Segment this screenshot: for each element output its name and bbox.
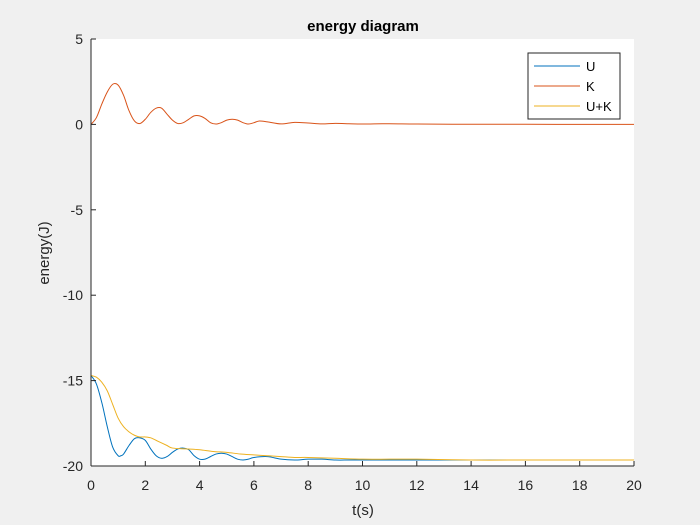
- x-tick-label: 0: [87, 477, 95, 493]
- x-tick-label: 6: [250, 477, 258, 493]
- x-tick-label: 12: [409, 477, 425, 493]
- x-axis-label: t(s): [352, 502, 374, 519]
- chart-title: energy diagram: [307, 18, 419, 35]
- legend-label-2: U+K: [586, 99, 612, 114]
- y-tick-label: -20: [63, 458, 83, 474]
- legend-label-0: U: [586, 59, 595, 74]
- x-tick-label: 16: [518, 477, 534, 493]
- series-line-0: [90, 375, 634, 461]
- legend-label-1: K: [586, 79, 595, 94]
- x-tick-label: 8: [304, 477, 312, 493]
- y-tick-label: -10: [63, 287, 83, 303]
- y-tick-label: 0: [75, 116, 83, 132]
- y-tick-label: -5: [71, 202, 84, 218]
- series-layer: [90, 83, 635, 461]
- y-tick-label: -15: [63, 373, 83, 389]
- legend: UK U+K: [527, 52, 621, 120]
- y-axis-label: energy(J): [36, 221, 53, 284]
- series-line-1: [90, 83, 635, 125]
- axes-layer: 0 2 4 6 8 10 12 14 16 18 20 -20 -15 -10 -5 0 5: [63, 31, 642, 493]
- x-tick-label: 20: [626, 477, 642, 493]
- x-tick-label: 10: [355, 477, 371, 493]
- x-tick-label: 2: [141, 477, 149, 493]
- x-tick-label: 14: [463, 477, 479, 493]
- y-tick-label: 5: [75, 31, 83, 47]
- series-line-2: [90, 374, 634, 461]
- x-tick-label: 4: [196, 477, 204, 493]
- x-tick-label: 18: [572, 477, 588, 493]
